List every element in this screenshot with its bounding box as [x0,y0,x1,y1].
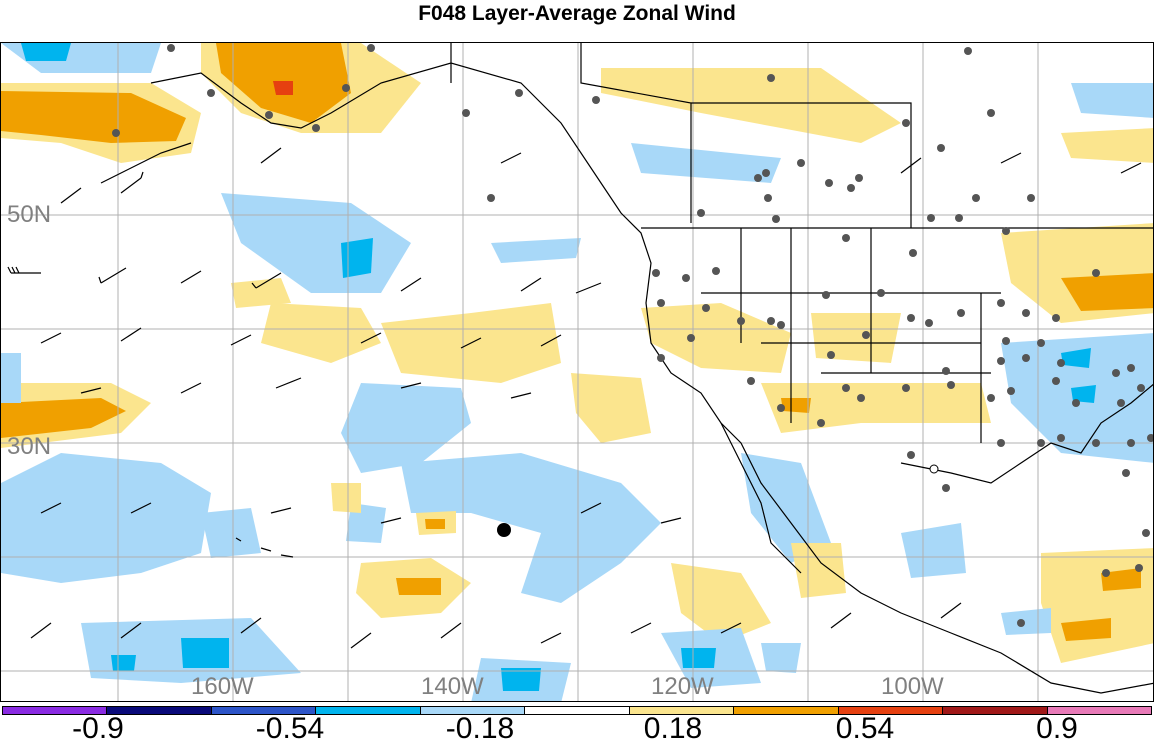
map-title: F048 Layer-Average Zonal Wind [418,2,736,25]
colorbar-segment [943,707,1048,714]
wind-barbs [7,147,1142,649]
colorbar-label-0-9: 0.9 [1036,712,1078,745]
coastlines [100,43,1153,694]
colorbar-segment [525,707,630,714]
zonal-wind-map: 50N 30N 160W 140W 120W 100W [0,42,1154,702]
lat-lon-grid [1,43,1153,701]
lat-label-30n: 30N [7,433,52,460]
colorbar-segment [838,707,944,714]
colorbar-segment [211,707,317,714]
lon-label-140w: 140W [421,673,484,700]
colorbar [2,706,1152,715]
colorbar-segment [734,707,839,714]
colorbar-label-neg-0-18: -0.18 [445,712,515,745]
shaded-fields [1,43,1153,701]
colorbar-label-0-54: 0.54 [835,712,895,745]
map-canvas [1,43,1153,701]
colorbar-segment [316,707,421,714]
station-open-marker [929,464,939,474]
colorbar-segment [3,707,108,714]
colorbar-segment [1047,707,1151,714]
colorbar-label-0-18: 0.18 [643,712,703,745]
lon-label-160w: 160W [191,673,254,700]
colorbar-segment [629,707,735,714]
colorbar-label-neg-0-54: -0.54 [255,712,325,745]
colorbar-segment [107,707,212,714]
colorbar-label-neg-0-9: -0.9 [72,712,124,745]
lat-label-50n: 50N [7,201,52,228]
lon-label-120w: 120W [651,673,714,700]
colorbar-segment [420,707,526,714]
station-markers [112,44,1153,627]
highlight-point-marker [497,523,511,537]
lon-label-100w: 100W [881,673,944,700]
